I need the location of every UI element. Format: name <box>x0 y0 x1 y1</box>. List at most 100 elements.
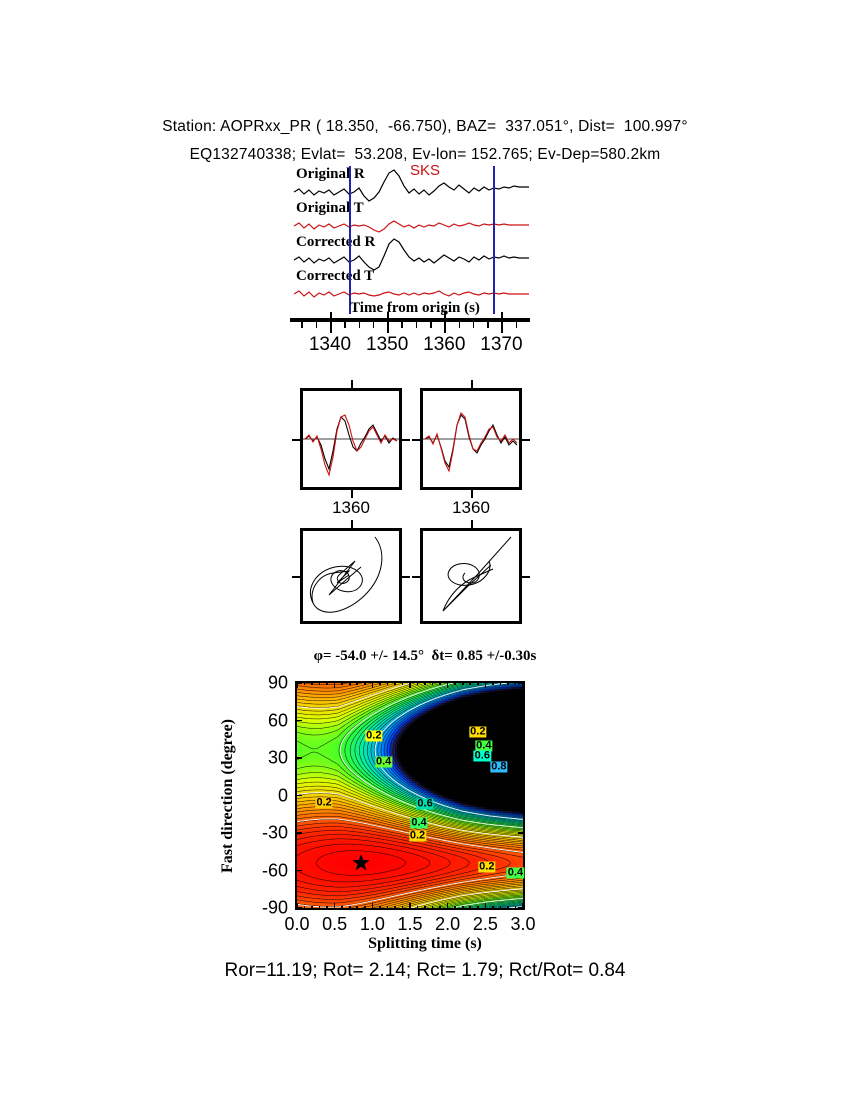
contour-y-tick <box>295 794 302 797</box>
contour-x-tick-minor-top <box>454 681 456 685</box>
time-tick-minor <box>415 322 418 328</box>
contour-x-tick-minor <box>318 906 321 910</box>
contour-y-tick-label: 0 <box>238 785 288 806</box>
contour-x-tick-minor <box>348 906 351 910</box>
contour-level-label: 0.2 <box>315 797 333 809</box>
particle-motion-box-corrected <box>420 528 522 624</box>
contour-x-tick-minor <box>341 906 343 910</box>
contour-x-tick-top <box>296 681 298 688</box>
time-tick-minor <box>430 322 432 328</box>
contour-level-label: 0.6 <box>473 750 491 761</box>
contour-x-tick-minor-top <box>499 681 502 685</box>
fast-slow-waveform-box-right <box>420 388 522 490</box>
time-tick-minor <box>315 322 318 328</box>
contour-x-tick-label: 0.0 <box>284 914 309 935</box>
contour-x-tick-minor-top <box>394 681 396 685</box>
contour-x-tick-minor-top <box>416 681 419 685</box>
time-tick-minor <box>487 322 489 328</box>
contour-level-label: 0.2 <box>365 730 383 741</box>
time-tick-minor <box>358 322 361 328</box>
contour-x-tick-minor-top <box>348 681 351 685</box>
contour-x-tick-minor-top <box>386 681 389 685</box>
contour-y-tick-right <box>518 907 525 909</box>
contour-x-tick-top <box>484 681 487 688</box>
contour-y-tick-right <box>518 682 525 684</box>
contour-x-tick-minor-top <box>439 681 441 685</box>
contour-y-tick-right <box>518 757 525 759</box>
contour-y-tick-label: -90 <box>238 898 288 919</box>
contour-x-tick-minor-top <box>469 681 472 685</box>
contour-y-tick-label: 60 <box>238 710 288 731</box>
cmp-tick-right-right <box>522 439 530 441</box>
time-tick-minor <box>401 322 403 328</box>
time-tick-upper <box>501 312 503 318</box>
trace-original-t <box>293 220 529 233</box>
time-tick-major <box>387 322 390 333</box>
contour-y-tick-label: -30 <box>238 823 288 844</box>
contour-x-tick-minor-top <box>318 681 321 685</box>
contour-x-tick-minor <box>469 906 472 910</box>
time-tick-upper <box>444 312 446 318</box>
contour-x-tick-minor-top <box>401 681 404 685</box>
contour-level-label: 0.8 <box>490 761 508 773</box>
contour-y-tick-right <box>518 832 525 834</box>
contour-y-tick <box>295 757 302 759</box>
contour-y-axis-title: Fast direction (degree) <box>219 719 237 873</box>
contour-x-tick-minor <box>371 906 374 910</box>
contour-x-tick-minor <box>364 906 366 910</box>
event-info-line: EQ132740338; Evlat= 53.208, Ev-lon= 152.… <box>0 146 850 164</box>
contour-y-tick-right <box>518 719 525 722</box>
contour-x-tick-label: 2.0 <box>435 914 460 935</box>
contour-x-tick-minor <box>303 906 306 910</box>
contour-x-tick-minor <box>439 906 441 910</box>
contour-x-tick <box>333 903 336 910</box>
trace-corrected-t <box>293 290 529 298</box>
trace-label-corrected-t: Corrected T <box>296 268 374 285</box>
station-info-line: Station: AOPRxx_PR ( 18.350, -66.750), B… <box>0 118 850 136</box>
contour-x-tick-minor-top <box>492 681 494 685</box>
time-tick-minor <box>515 322 518 328</box>
pm-tick-left-left <box>292 576 300 578</box>
contour-level-label: 0.4 <box>506 867 525 879</box>
contour-level-label: 0.2 <box>478 861 496 873</box>
contour-x-tick-minor-top <box>371 681 374 685</box>
contour-x-tick-minor-top <box>514 681 517 685</box>
cmp-tick-bottom-right <box>471 490 473 498</box>
fast-slow-waveform-box-left <box>300 388 402 490</box>
contour-x-axis-title: Splitting time (s) <box>0 935 850 953</box>
pm-tick-right-left <box>402 576 410 578</box>
pm-tick-left-right <box>412 576 420 578</box>
contour-x-tick-minor-top <box>326 681 328 685</box>
trace-label-original-r: Original R <box>296 166 365 183</box>
contour-x-tick-label: 1.0 <box>360 914 385 935</box>
time-tick-label: 1340 <box>309 334 351 356</box>
time-marker-line-1 <box>349 166 351 314</box>
time-tick-minor <box>372 322 375 328</box>
contour-x-tick-label: 3.0 <box>510 914 535 935</box>
contour-y-tick-label: 30 <box>238 748 288 769</box>
contour-level-label: 0.6 <box>416 798 434 810</box>
contour-x-tick-minor <box>431 906 434 910</box>
contour-y-tick <box>295 907 302 909</box>
time-tick-major <box>501 322 504 333</box>
trace-label-original-t: Original T <box>296 200 364 217</box>
contour-level-label: 0.2 <box>469 726 487 738</box>
comparison-label-left: 1360 <box>332 498 370 518</box>
contour-x-tick-minor-top <box>341 681 343 685</box>
contour-x-tick-minor <box>311 906 313 910</box>
contour-x-tick <box>409 903 411 910</box>
comparison-label-right: 1360 <box>452 498 490 518</box>
trace-original-r <box>293 169 529 202</box>
contour-y-tick-label: 90 <box>238 673 288 694</box>
contour-x-tick-minor <box>454 906 456 910</box>
trace-label-corrected-r: Corrected R <box>296 234 375 251</box>
particle-motion-box-original <box>300 528 402 624</box>
cmp-tick-bottom-left <box>351 490 353 498</box>
contour-x-tick-minor-top <box>303 681 306 685</box>
contour-x-tick-minor <box>379 906 381 910</box>
contour-x-tick-label: 2.5 <box>473 914 498 935</box>
contour-level-label: 0.2 <box>408 830 427 841</box>
contour-x-tick-minor-top <box>424 681 426 685</box>
time-marker-line-2 <box>493 166 495 314</box>
